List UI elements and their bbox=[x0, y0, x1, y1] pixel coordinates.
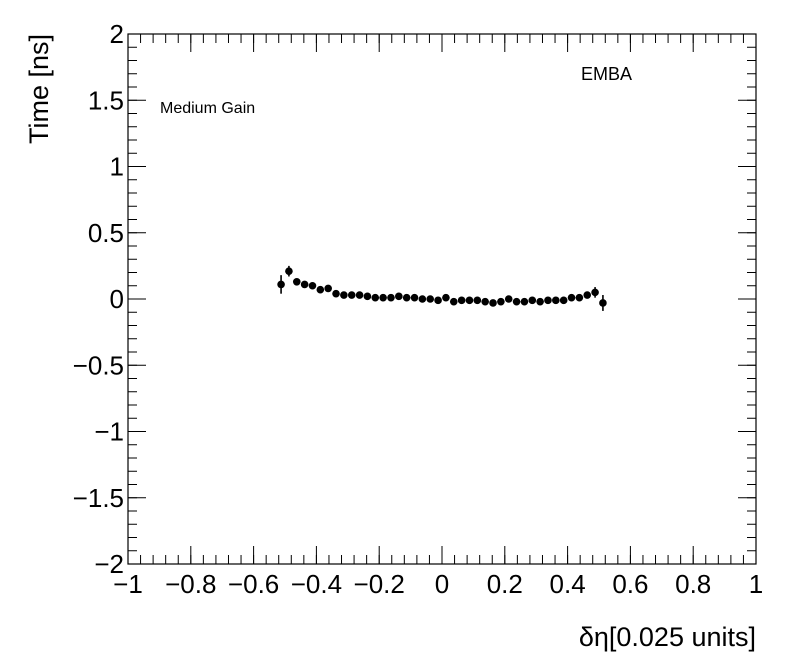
x-tick-label: −1 bbox=[113, 569, 143, 599]
y-tick-label: −0.5 bbox=[73, 350, 124, 380]
data-point bbox=[442, 293, 450, 302]
x-tick-label: 0 bbox=[435, 569, 449, 599]
data-point bbox=[387, 293, 395, 302]
data-points bbox=[277, 265, 607, 311]
data-point bbox=[520, 297, 529, 306]
data-point bbox=[324, 284, 332, 293]
data-point bbox=[599, 299, 607, 307]
x-tick-labels: −1 −0.8 −0.6 −0.4 −0.2 0 0.2 0.4 0.6 0.8 1 bbox=[113, 569, 763, 599]
data-point bbox=[512, 297, 521, 306]
y-tick-label: 1 bbox=[110, 152, 124, 182]
data-point bbox=[536, 297, 544, 306]
data-point bbox=[583, 291, 592, 299]
data-point bbox=[300, 280, 309, 289]
x-tick-label: −0.2 bbox=[354, 569, 405, 599]
x-tick-label: 1 bbox=[749, 569, 763, 599]
data-point bbox=[575, 293, 584, 302]
data-point bbox=[457, 296, 466, 305]
data-point bbox=[481, 297, 489, 306]
data-point bbox=[489, 299, 497, 307]
y-tick-label: 0.5 bbox=[88, 218, 124, 248]
data-point bbox=[308, 281, 317, 290]
data-point bbox=[355, 291, 364, 299]
data-point bbox=[410, 293, 419, 302]
x-tick-label: −0.4 bbox=[291, 569, 342, 599]
partition-label: EMBA bbox=[581, 64, 632, 84]
data-point bbox=[316, 285, 325, 294]
data-point bbox=[449, 297, 458, 306]
data-point bbox=[559, 296, 568, 305]
data-point bbox=[363, 292, 372, 301]
x-tick-label: 0.4 bbox=[550, 569, 586, 599]
data-point bbox=[552, 296, 560, 305]
x-axis-title: δη[0.025 units] bbox=[579, 622, 756, 652]
data-point bbox=[504, 295, 513, 303]
data-point bbox=[371, 293, 380, 302]
data-point bbox=[528, 296, 537, 305]
data-point bbox=[434, 296, 442, 305]
y-tick-label: −2 bbox=[94, 549, 124, 579]
x-tick-label: −0.8 bbox=[165, 569, 216, 599]
data-point bbox=[567, 293, 576, 302]
data-point bbox=[379, 293, 387, 302]
x-tick-label: 0.6 bbox=[612, 569, 648, 599]
y-tick-label: 2 bbox=[110, 19, 124, 49]
x-tick-label: −0.6 bbox=[228, 569, 279, 599]
data-point bbox=[285, 267, 293, 275]
y-tick-label: 0 bbox=[110, 284, 124, 314]
y-tick-labels: −2 −1.5 −1 −0.5 0 0.5 1 1.5 2 bbox=[73, 19, 124, 579]
y-axis-title: Time [ns] bbox=[24, 34, 54, 144]
data-point bbox=[292, 277, 301, 286]
y-tick-label: −1.5 bbox=[73, 483, 124, 513]
data-point bbox=[402, 293, 411, 302]
data-point bbox=[591, 288, 599, 297]
data-point bbox=[473, 296, 482, 305]
y-tick-label: 1.5 bbox=[88, 85, 124, 115]
x-major-ticks bbox=[127, 34, 757, 564]
data-point bbox=[426, 295, 435, 303]
y-tick-label: −1 bbox=[94, 417, 124, 447]
data-point bbox=[418, 295, 427, 303]
data-point bbox=[497, 297, 505, 306]
data-point bbox=[544, 296, 552, 305]
y-major-ticks bbox=[128, 33, 756, 565]
data-point bbox=[395, 292, 403, 301]
gain-label: Medium Gain bbox=[160, 100, 255, 117]
data-point bbox=[332, 289, 340, 298]
data-point bbox=[465, 296, 474, 305]
data-point bbox=[347, 291, 356, 299]
x-tick-label: 0.8 bbox=[675, 569, 711, 599]
data-point bbox=[277, 280, 285, 289]
x-tick-label: 0.2 bbox=[487, 569, 523, 599]
data-point bbox=[340, 291, 348, 299]
